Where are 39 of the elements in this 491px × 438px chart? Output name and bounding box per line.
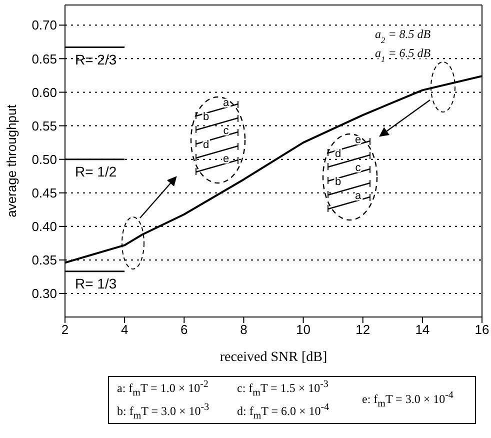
text: b: f$_{m}$T = 3.0 × 10$^{-3}$ [117,402,210,422]
y-tick-label: 0.70 [32,18,57,33]
x-tick-label: 16 [474,322,490,338]
legend-label: R= 1/2 [75,163,117,180]
x-axis-title: received SNR [dB] [220,350,328,365]
annotation: d [202,139,210,151]
annotation: a [222,97,230,109]
legend-label: R= 1/3 [75,275,117,292]
annotation: a$_{2}$ = 8.5 dB [375,27,432,44]
x-tick-label: 2 [61,322,69,338]
text: d: f$_{m}$T = 6.0 × 10$^{-4}$ [237,402,330,422]
x-tick-label: 6 [180,322,188,338]
y-tick-label: 0.60 [32,84,57,100]
y-tick-label: 0.35 [32,252,57,268]
x-tick-label: 8 [240,322,248,338]
y-tick-label: 0.30 [32,286,57,302]
text: e: f$_{m}$T = 3.0 × 10$^{-4}$ [362,390,454,410]
series-label: R= 2/3 [75,51,117,68]
text: b [334,176,342,188]
y-tick-label: 0.65 [32,51,57,66]
y-tick-label: 0.55 [32,118,57,134]
y-tick-label: 0.50 [32,152,57,167]
x-tick-label: 12 [356,322,370,338]
y-axis-title: average throughput [4,104,19,218]
y-tick-label: 0.45 [32,185,57,200]
annotation: c [223,125,230,137]
x-tick-label: 10 [296,322,311,338]
text: d [334,148,342,160]
x-tick-label: 14 [415,322,430,338]
x-tick-label: 4 [120,322,128,338]
annotation: a$_{1}$ = 6.5 dB [375,46,432,64]
annotation: b [202,111,210,123]
text: c [355,162,361,174]
y-tick-label: 0.40 [32,219,57,234]
text: e [354,134,362,146]
text: a [354,190,362,202]
annotation: e [222,153,230,165]
text: a: f$_{m}$T = 1.0 × 10$^{-2}$ [117,378,210,398]
text: c: f$_{m}$T = 1.5 × 10$^{-3}$ [237,378,330,398]
